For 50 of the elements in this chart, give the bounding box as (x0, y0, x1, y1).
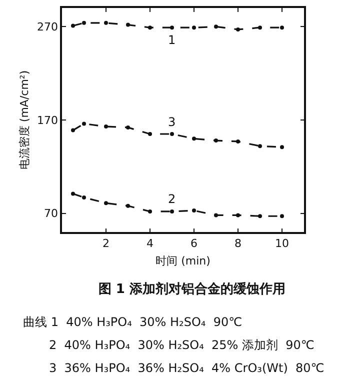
point (214, 24, 218, 29)
x-tick-label: 8 (234, 236, 242, 250)
y-tick-label: 70 (44, 207, 58, 220)
text: 2 40% H₃PO₄ 30% H₂SO₄ 25% 添加剂 90℃ (49, 338, 314, 352)
point (71, 128, 75, 132)
point (148, 132, 152, 136)
point (192, 136, 196, 141)
point (82, 122, 86, 126)
point (258, 26, 262, 30)
x-tick-label: 10 (275, 236, 289, 250)
point (148, 209, 152, 214)
series-label: 3 (168, 115, 176, 129)
point (82, 195, 86, 200)
series-label: 2 (168, 192, 176, 206)
point (236, 139, 240, 144)
y-tick-label: 270 (37, 20, 58, 34)
point (192, 208, 196, 213)
y-tick-label: 170 (37, 114, 58, 127)
point (82, 20, 86, 25)
x-tick-label: 4 (146, 236, 154, 250)
x-tick-label: 6 (190, 236, 198, 250)
point (71, 24, 75, 28)
point (280, 26, 284, 30)
point (236, 27, 240, 32)
point (104, 201, 108, 206)
point (280, 214, 284, 218)
point (214, 213, 218, 218)
x-axis-title: 时间 (min) (156, 254, 210, 268)
point (236, 213, 240, 218)
point (148, 26, 152, 30)
point (126, 125, 130, 130)
point (258, 144, 262, 148)
text: 曲线 1 40% H₃PO₄ 30% H₂SO₄ 90℃ (23, 315, 242, 329)
point (126, 22, 130, 27)
point (280, 145, 284, 150)
point (126, 204, 130, 208)
point (258, 214, 262, 218)
point (170, 26, 174, 30)
point (104, 20, 108, 25)
point (170, 209, 174, 214)
x-tick-label: 2 (102, 236, 110, 250)
point (170, 132, 174, 136)
text: 3 36% H₃PO₄ 36% H₂SO₄ 4% CrO₃(Wt) 80℃ (49, 361, 324, 375)
point (71, 192, 75, 196)
series-label: 1 (168, 33, 176, 47)
text: 图 1 添加剂对铝合金的缓蚀作用 (98, 280, 286, 297)
point (104, 124, 108, 129)
point (214, 138, 218, 143)
point (192, 26, 196, 30)
y-axis-title: 电流密度 (mA/cm²) (18, 70, 32, 170)
